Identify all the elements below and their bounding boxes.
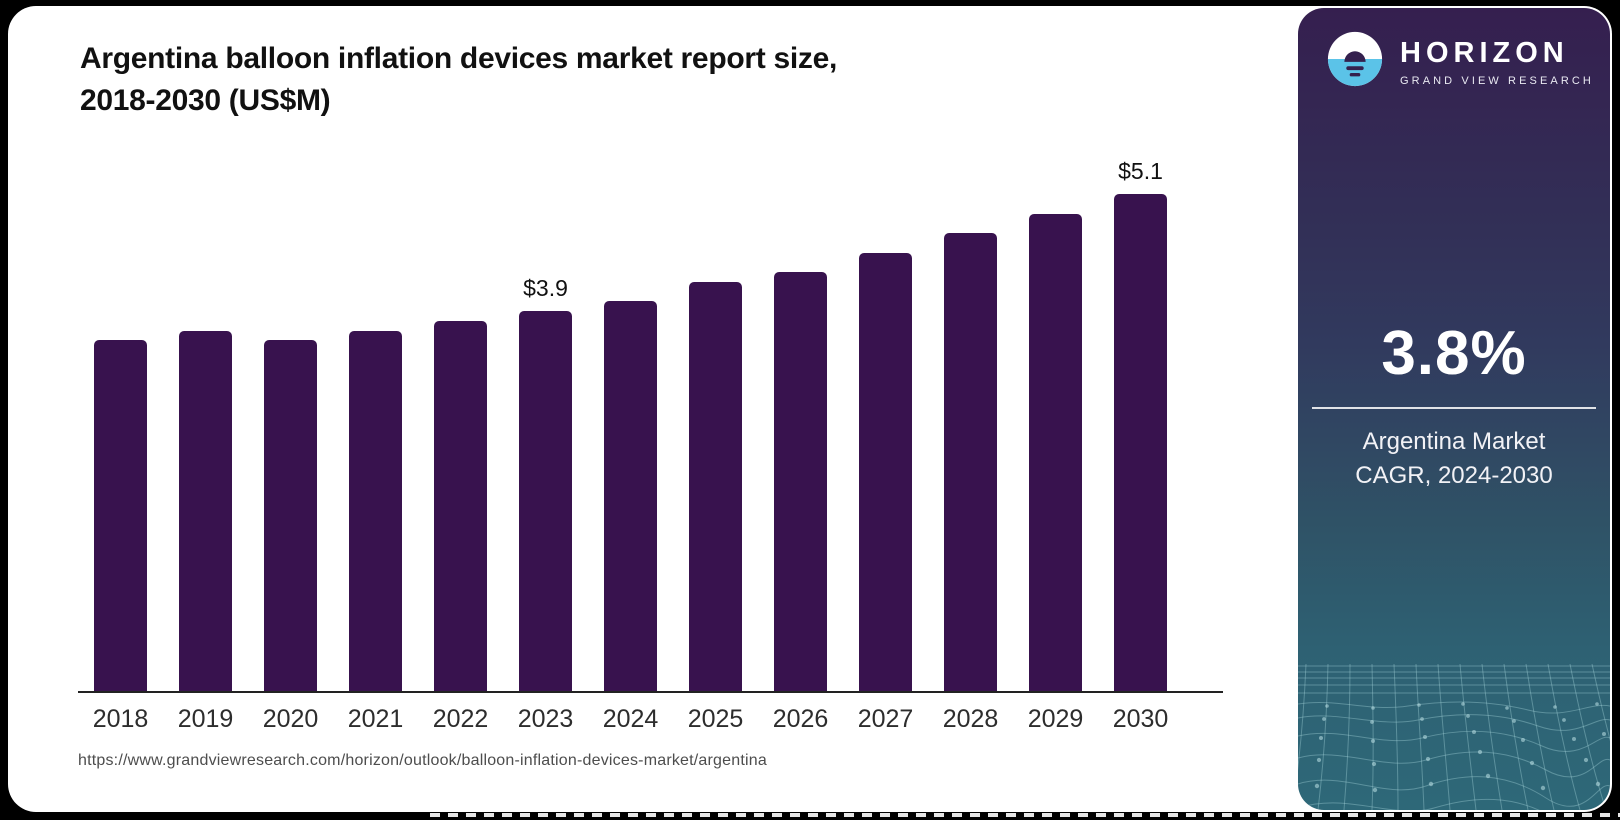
bar-2029 (1029, 214, 1082, 691)
chart-column-2024 (604, 138, 657, 691)
bar-2023: $3.9 (519, 275, 572, 691)
bar-2024 (604, 301, 657, 691)
x-tick-2023: 2023 (517, 705, 574, 733)
bar-chart: $3.9 $5.1 2018 2019 2020 2021 2022 2023 2024 202… (78, 138, 1223, 733)
brand-subtitle: GRAND VIEW RESEARCH (1400, 74, 1594, 87)
chart-section: Argentina balloon inflation devices mark… (8, 6, 1294, 812)
brand-sidebar: HORIZON GRAND VIEW RESEARCH 3.8% Argenti… (1298, 8, 1610, 810)
chart-title: Argentina balloon inflation devices mark… (80, 38, 1180, 122)
bottom-edge-dashes (430, 813, 1620, 817)
x-tick-2021: 2021 (347, 705, 404, 733)
cagr-caption-line1: Argentina Market (1362, 428, 1546, 455)
x-tick-2025: 2025 (687, 705, 744, 733)
chart-column-2021 (349, 138, 402, 691)
stat-divider (1312, 407, 1596, 409)
chart-column-2030: $5.1 (1114, 138, 1167, 691)
bar-2025 (689, 282, 742, 691)
chart-title-line1: Argentina balloon inflation devices mark… (80, 42, 838, 75)
x-axis-line (78, 691, 1223, 693)
chart-column-2027 (859, 138, 912, 691)
bar-2018 (94, 340, 147, 691)
value-label-2023: $3.9 (523, 275, 568, 301)
x-axis-labels: 2018 2019 2020 2021 2022 2023 2024 2025 2026 2027… (92, 705, 1169, 734)
chart-column-2020 (264, 138, 317, 691)
bar-2026 (774, 272, 827, 691)
bar-2019 (179, 331, 232, 691)
x-tick-2030: 2030 (1112, 705, 1169, 733)
cagr-caption-line2: CAGR, 2024-2030 (1355, 462, 1553, 489)
x-tick-2027: 2027 (857, 705, 914, 733)
horizon-sun-logo-icon (1326, 30, 1384, 93)
bar-2028 (944, 233, 997, 691)
x-tick-2028: 2028 (942, 705, 999, 733)
source-url: https://www.grandviewresearch.com/horizo… (78, 752, 767, 769)
chart-column-2023: $3.9 (519, 138, 572, 691)
bars-row: $3.9 $5.1 (94, 138, 1167, 691)
brand-text: HORIZON GRAND VIEW RESEARCH (1400, 37, 1594, 87)
bar-2030: $5.1 (1114, 158, 1167, 691)
report-card: Argentina balloon inflation devices mark… (8, 6, 1612, 812)
bar-2020 (264, 340, 317, 691)
x-tick-2022: 2022 (432, 705, 489, 733)
wireframe-mesh-decoration (1298, 663, 1610, 810)
bar-2027 (859, 253, 912, 691)
x-tick-2018: 2018 (92, 705, 149, 733)
cagr-value: 3.8% (1381, 319, 1527, 388)
chart-column-2019 (179, 138, 232, 691)
chart-column-2025 (689, 138, 742, 691)
x-tick-2029: 2029 (1027, 705, 1084, 733)
x-tick-2019: 2019 (177, 705, 234, 733)
chart-column-2022 (434, 138, 487, 691)
cagr-caption: Argentina Market CAGR, 2024-2030 (1298, 425, 1610, 493)
chart-column-2028 (944, 138, 997, 691)
bar-2021 (349, 331, 402, 691)
cagr-stat: 3.8% Argentina Market CAGR, 2024-2030 (1298, 318, 1610, 493)
x-tick-2020: 2020 (262, 705, 319, 733)
chart-column-2018 (94, 138, 147, 691)
brand-name: HORIZON (1400, 36, 1569, 69)
value-label-2030: $5.1 (1118, 158, 1163, 184)
chart-column-2029 (1029, 138, 1082, 691)
x-tick-2024: 2024 (602, 705, 659, 733)
chart-column-2026 (774, 138, 827, 691)
x-tick-2026: 2026 (772, 705, 829, 733)
brand-logo: HORIZON GRAND VIEW RESEARCH (1326, 30, 1594, 93)
bar-2022 (434, 321, 487, 691)
chart-title-line2: 2018-2030 (US$M) (80, 84, 331, 117)
